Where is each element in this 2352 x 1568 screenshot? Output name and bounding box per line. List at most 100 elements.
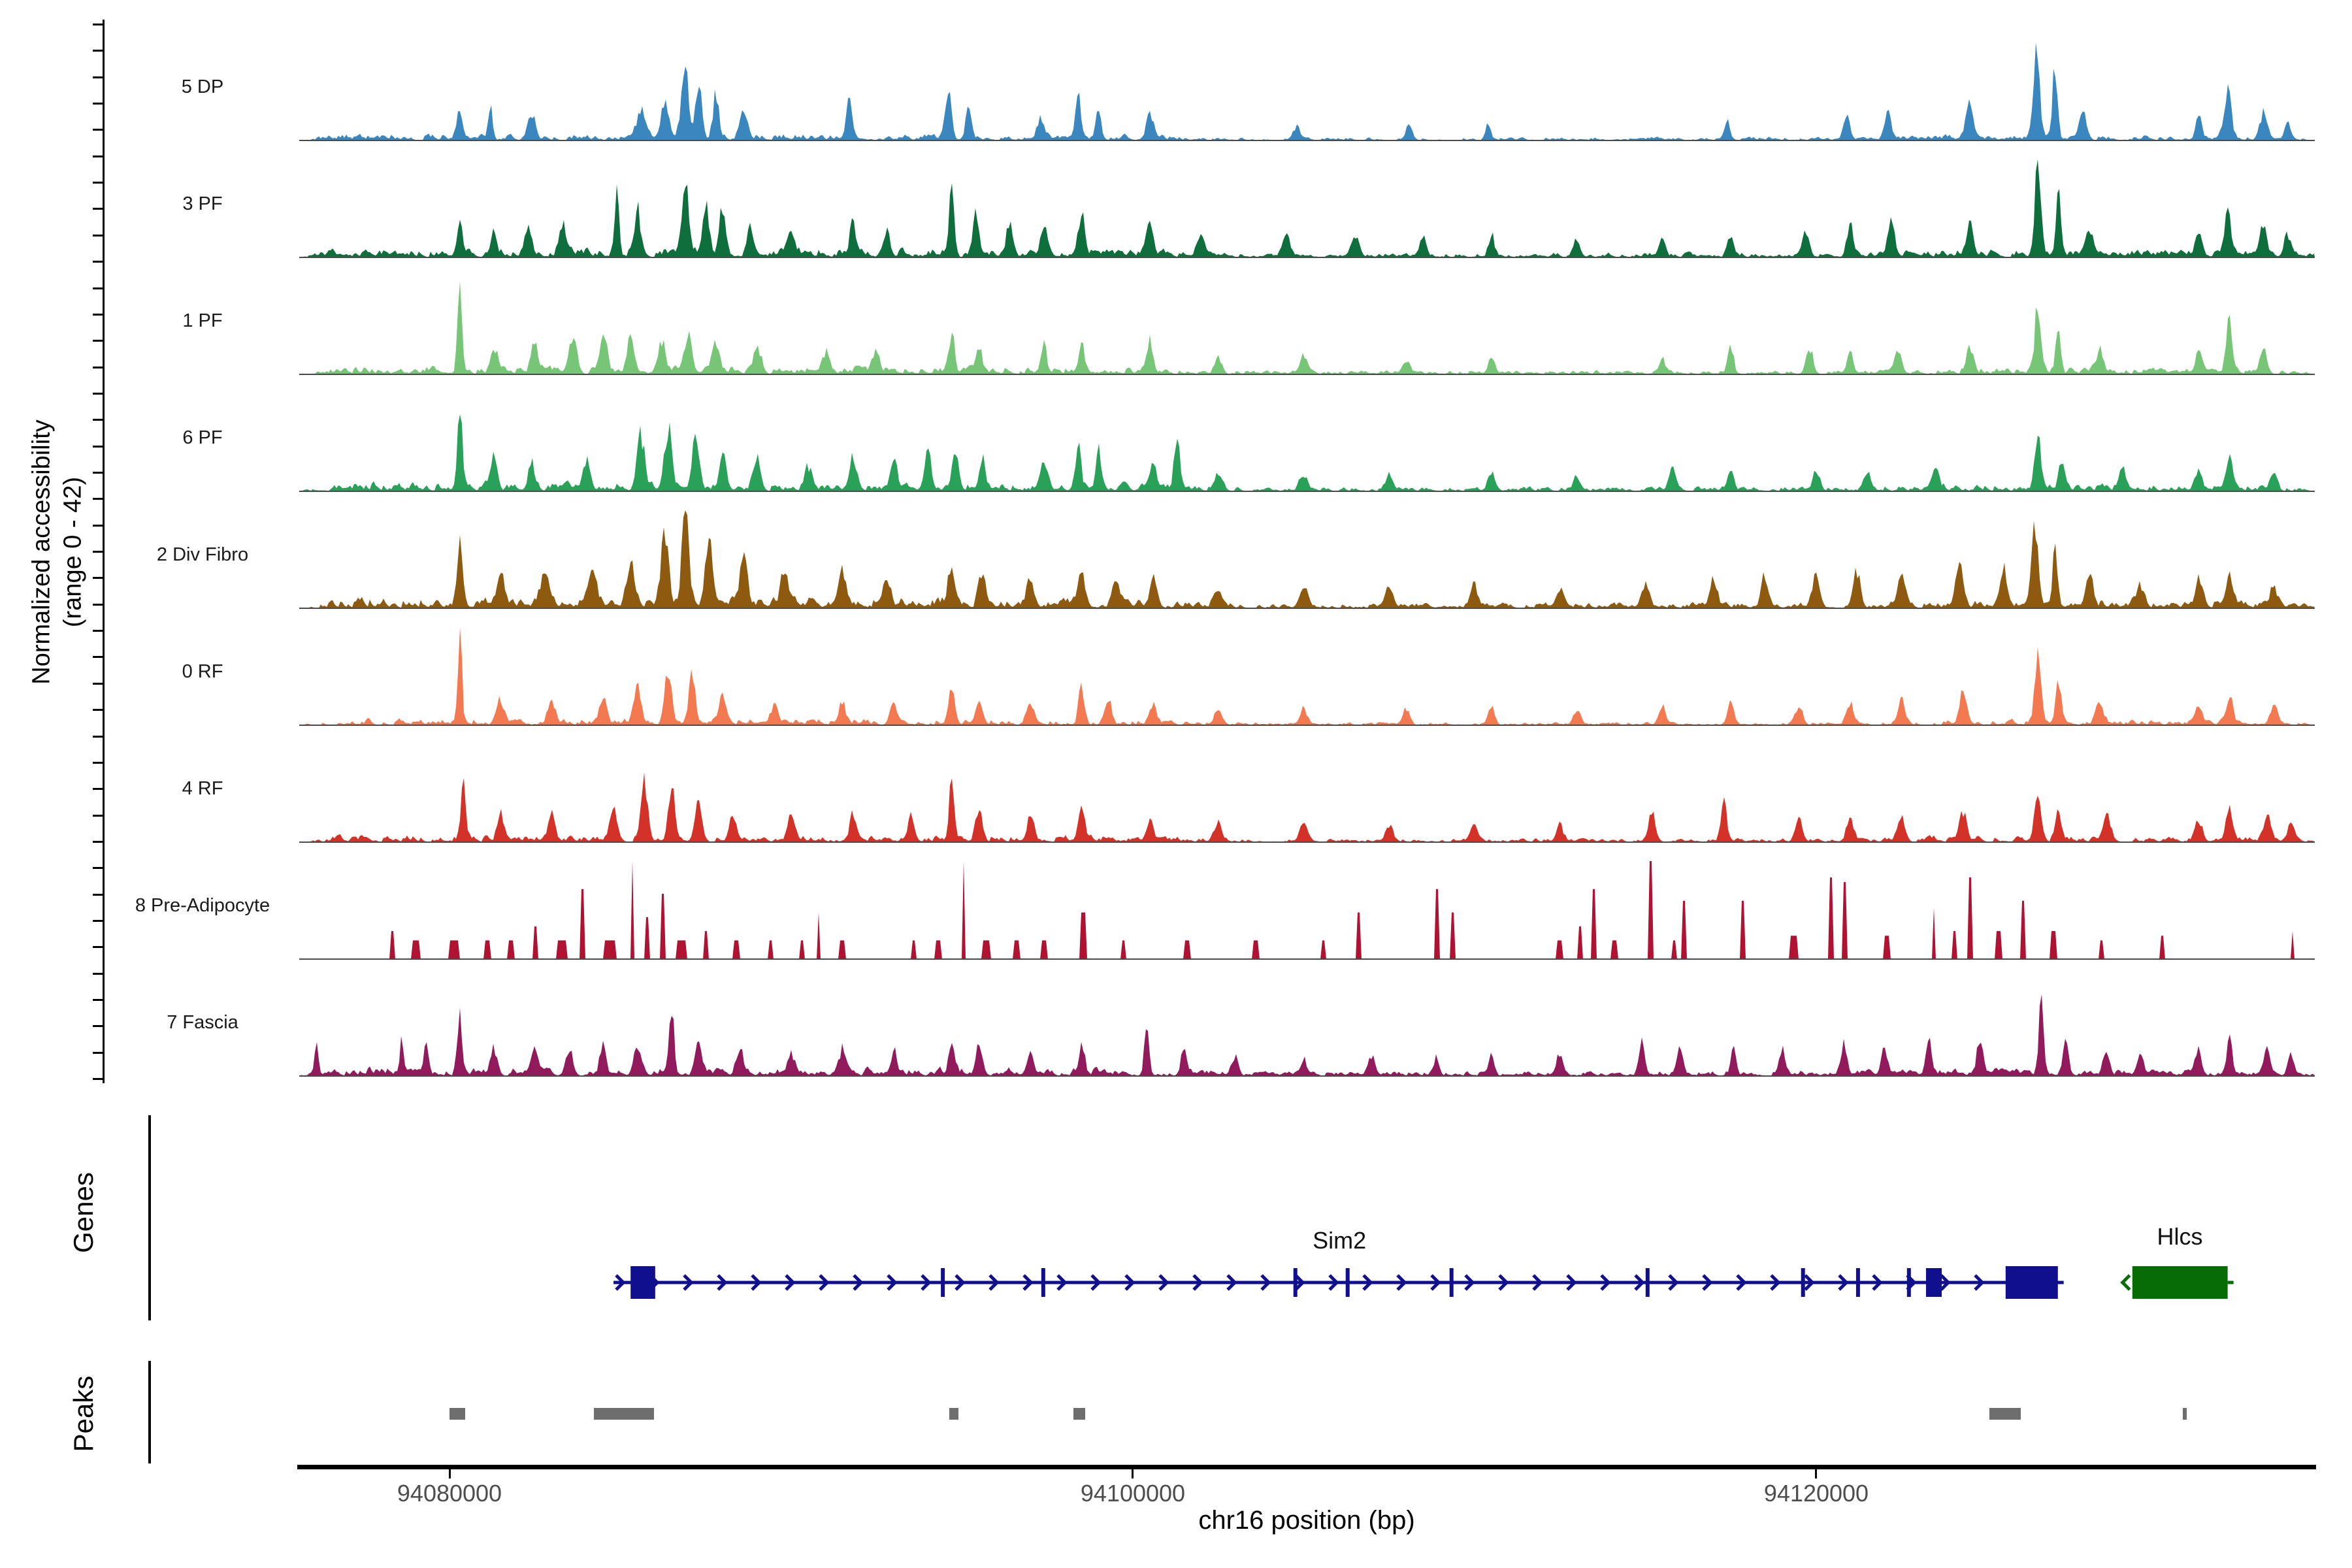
exon-tick-sim2 xyxy=(1449,1268,1454,1297)
strand-arrow-icon xyxy=(1260,1274,1271,1291)
strand-arrow-icon xyxy=(819,1274,830,1291)
accessibility-axis-tick xyxy=(93,999,103,1001)
track-label-8-pre-adipocyte: 8 Pre-Adipocyte xyxy=(135,895,270,916)
strand-arrow-icon xyxy=(1294,1274,1305,1291)
x-tick-label: 94100000 xyxy=(1080,1480,1186,1507)
strand-arrow-icon xyxy=(1566,1274,1577,1291)
accessibility-axis-tick xyxy=(93,682,103,685)
track-label-0-rf: 0 RF xyxy=(182,661,223,682)
strand-arrow-icon xyxy=(1940,1274,1951,1291)
x-axis-line xyxy=(297,1465,2316,1469)
accessibility-axis-tick xyxy=(93,577,103,580)
accessibility-axis-tick xyxy=(93,761,103,764)
track-label-7-fascia: 7 Fascia xyxy=(167,1012,238,1033)
track-label-2-div-fibro: 2 Div Fibro xyxy=(156,544,249,565)
strand-arrow-icon xyxy=(1396,1274,1407,1291)
strand-arrow-icon xyxy=(1736,1274,1747,1291)
strand-arrow-icon xyxy=(1090,1274,1102,1291)
exon-tick-sim2 xyxy=(1855,1268,1860,1297)
gene-box-hlcs xyxy=(2132,1266,2228,1299)
accessibility-axis-tick xyxy=(93,1051,103,1054)
peak-interval-box xyxy=(594,1408,654,1420)
strand-arrow-icon xyxy=(1838,1274,1849,1291)
accessibility-axis-tick xyxy=(93,867,103,870)
accessibility-axis-tick xyxy=(93,129,103,131)
strand-arrow-icon xyxy=(853,1274,864,1291)
strand-arrow-icon xyxy=(1158,1274,1169,1291)
accessibility-axis-tick xyxy=(93,445,103,448)
accessibility-axis-tick xyxy=(93,972,103,975)
strand-arrow-icon xyxy=(1498,1274,1509,1291)
peaks-bracket-line xyxy=(148,1361,151,1463)
strand-arrow-icon xyxy=(955,1274,966,1291)
accessibility-axis-tick xyxy=(93,603,103,606)
accessibility-axis-tick xyxy=(93,946,103,949)
strand-arrow-icon xyxy=(615,1274,626,1291)
track-label-4-rf: 4 RF xyxy=(182,778,223,799)
x-axis-tick xyxy=(449,1469,451,1478)
peak-interval-box xyxy=(1989,1408,2021,1420)
gene-label-sim2: Sim2 xyxy=(1313,1227,1367,1254)
accessibility-axis-tick xyxy=(93,788,103,791)
accessibility-axis-tick xyxy=(93,313,103,316)
accessibility-axis-tick xyxy=(93,919,103,922)
accessibility-axis-line xyxy=(103,20,105,1083)
strand-arrow-icon xyxy=(1668,1274,1679,1291)
strand-arrow-icon xyxy=(1600,1274,1611,1291)
accessibility-axis-tick xyxy=(93,656,103,659)
accessibility-axis-tick xyxy=(93,261,103,263)
exon-block-sim2 xyxy=(630,1266,655,1299)
strand-arrow-icon xyxy=(1702,1274,1713,1291)
exon-tick-sim2 xyxy=(1801,1268,1805,1297)
exon-block-sim2 xyxy=(1925,1268,1942,1297)
exon-tick-sim2 xyxy=(1645,1268,1650,1297)
strand-arrow-icon xyxy=(751,1274,762,1291)
peak-interval-box xyxy=(949,1408,958,1420)
track-signal-2-div-fibro xyxy=(299,510,2315,608)
track-signal-0-rf xyxy=(299,627,2315,725)
x-axis-title: chr16 position (bp) xyxy=(1198,1506,1415,1535)
strand-arrow-icon xyxy=(1430,1274,1441,1291)
track-signal-4-rf xyxy=(299,772,2315,842)
accessibility-axis-tick xyxy=(93,498,103,500)
accessibility-axis-tick xyxy=(93,840,103,843)
track-label-3-pf: 3 PF xyxy=(182,193,223,214)
accessibility-axis-tick xyxy=(93,155,103,157)
accessibility-axis-tick xyxy=(93,24,103,25)
exon-tick-sim2 xyxy=(1293,1268,1298,1297)
strand-arrow-icon xyxy=(1056,1274,1068,1291)
track-label-6-pf: 6 PF xyxy=(182,427,223,448)
x-axis-tick xyxy=(1815,1469,1817,1478)
exon-tick-sim2 xyxy=(941,1268,945,1297)
strand-arrow-icon xyxy=(1872,1274,1883,1291)
strand-arrow-icon xyxy=(1328,1274,1339,1291)
strand-arrow-icon xyxy=(2120,1274,2131,1291)
accessibility-axis-tick xyxy=(93,76,103,78)
strand-arrow-icon xyxy=(1362,1274,1373,1291)
gene-label-hlcs: Hlcs xyxy=(2157,1223,2203,1250)
exon-tick-sim2 xyxy=(1041,1268,1045,1297)
accessibility-axis-tick xyxy=(93,1025,103,1028)
strand-arrow-icon xyxy=(1974,1274,1985,1291)
strand-arrow-icon xyxy=(1124,1274,1135,1291)
exon-tick-sim2 xyxy=(1906,1268,1911,1297)
accessibility-axis-tick xyxy=(93,340,103,342)
accessibility-axis-tick xyxy=(93,709,103,711)
x-tick-label: 94120000 xyxy=(1763,1480,1869,1507)
accessibility-axis-tick xyxy=(93,234,103,237)
strand-arrow-icon xyxy=(1464,1274,1475,1291)
track-label-1-pf: 1 PF xyxy=(182,310,223,331)
strand-arrow-icon xyxy=(717,1274,728,1291)
accessibility-axis-tick xyxy=(93,50,103,52)
genes-bracket-line xyxy=(148,1115,151,1320)
accessibility-axis-tick xyxy=(93,472,103,474)
strand-arrow-icon xyxy=(1226,1274,1237,1291)
track-label-5-dp: 5 DP xyxy=(181,76,224,97)
strand-arrow-icon xyxy=(988,1274,1000,1291)
strand-arrow-icon xyxy=(683,1274,694,1291)
accessibility-axis-tick xyxy=(93,287,103,289)
accessibility-axis-tick xyxy=(93,735,103,738)
